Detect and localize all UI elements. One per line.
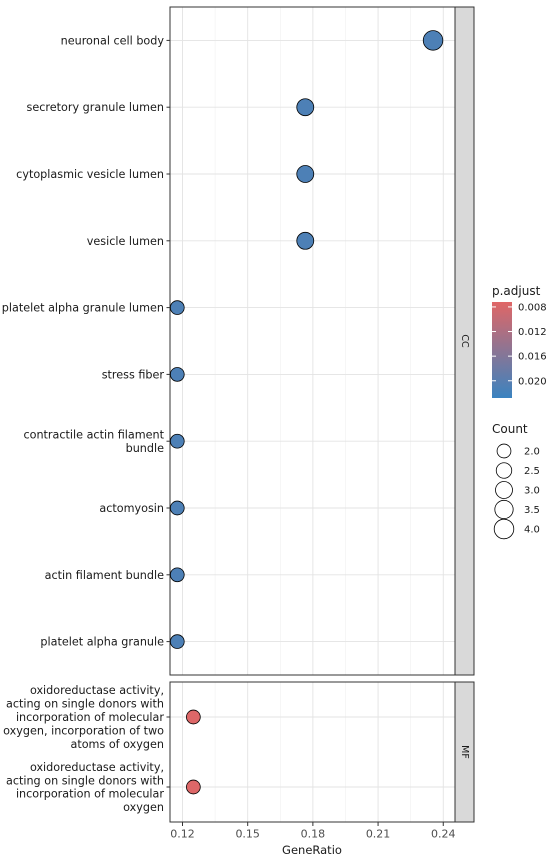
data-point: [422, 30, 444, 51]
x-tick-label: 0.12: [170, 828, 195, 841]
y-tick-label: secretory granule lumen: [27, 101, 164, 114]
data-point: [169, 567, 185, 583]
grid-layer: [170, 7, 455, 822]
size-legend-label: 4.0: [524, 525, 540, 536]
data-point: [169, 634, 185, 649]
data-point: [169, 367, 185, 382]
color-legend-label: 0.008: [518, 302, 547, 313]
color-legend-label: 0.012: [518, 327, 547, 338]
size-legend-key: [496, 443, 512, 459]
y-tick-label: actin filament bundle: [45, 569, 164, 582]
y-tick-label: platelet alpha granule: [40, 636, 164, 649]
size-legend-title: Count: [492, 422, 528, 436]
color-legend-label: 0.016: [518, 352, 547, 363]
y-tick-label: actomyosin: [99, 502, 164, 515]
data-point: [169, 500, 185, 516]
data-point: [296, 231, 315, 250]
x-axis: 0.12 0.15 0.18 0.21 0.24: [170, 822, 456, 841]
size-legend-key: [493, 518, 515, 540]
y-tick-label: cytoplasmic vesicle lumen: [16, 168, 164, 181]
x-tick-label: 0.21: [366, 828, 391, 841]
size-legend-label: 2.5: [524, 466, 540, 477]
size-legend-label: 3.5: [524, 505, 540, 516]
x-tick-label: 0.18: [301, 828, 326, 841]
data-points: [169, 30, 444, 795]
data-point: [296, 98, 315, 117]
x-tick-label: 0.24: [431, 828, 456, 841]
size-legend-key: [495, 462, 513, 479]
x-tick-label: 0.15: [235, 828, 260, 841]
facet-strip: [454, 681, 475, 823]
facet-strip-label: MF: [459, 745, 470, 759]
facet-strip-label: CC: [459, 334, 470, 348]
color-legend-bar: [492, 302, 512, 398]
y-axis-labels: neuronal cell body secretory granule lume…: [2, 34, 170, 814]
color-legend-title: p.adjust: [492, 284, 541, 298]
size-legend-key: [495, 481, 513, 499]
size-legend-key: [494, 499, 514, 520]
size-legend-label: 3.0: [524, 486, 540, 497]
y-tick-label: oxidoreductase activity, acting on single…: [6, 761, 164, 814]
facet-strips: CC MF: [454, 6, 475, 823]
y-tick-label: platelet alpha granule lumen: [2, 302, 164, 315]
data-point: [296, 165, 315, 183]
facet-strip: [454, 6, 475, 676]
size-legend-label: 2.0: [524, 447, 540, 458]
y-tick-label: stress fiber: [102, 368, 165, 381]
y-tick-label: oxidoreductase activity, acting on single…: [3, 684, 164, 751]
y-tick-label: neuronal cell body: [61, 34, 165, 47]
data-point: [186, 779, 201, 795]
color-legend: p.adjust 0.008 0.012 0.016 0.020: [492, 284, 547, 398]
y-tick-label: vesicle lumen: [87, 235, 164, 248]
color-legend-label: 0.020: [518, 376, 547, 387]
data-point: [169, 300, 185, 315]
data-point: [186, 709, 201, 725]
size-legend: Count 2.0 2.5 3.0 3.5 4.0: [492, 422, 540, 540]
data-point: [169, 433, 185, 449]
y-tick-label: contractile actin filament bundle: [23, 429, 164, 455]
x-axis-title: GeneRatio: [282, 843, 342, 857]
